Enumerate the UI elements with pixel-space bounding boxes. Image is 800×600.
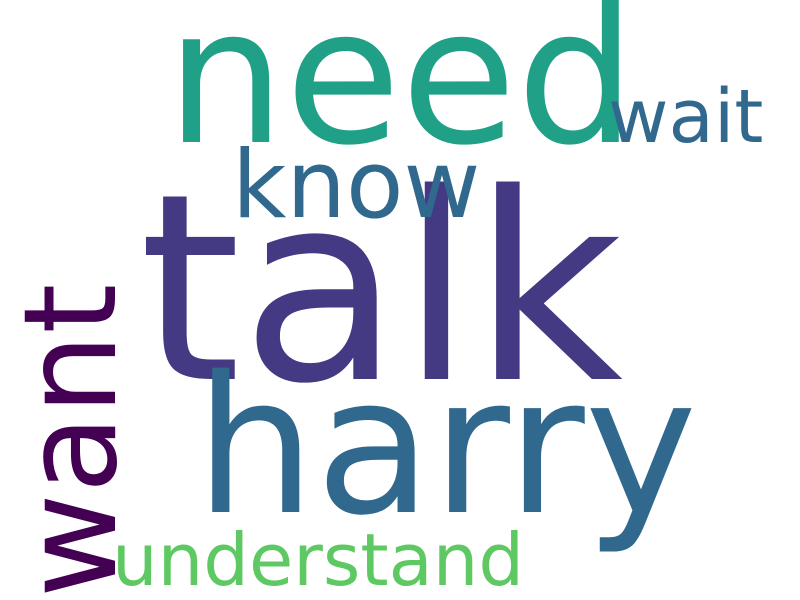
word-need: need (166, 0, 636, 187)
word-understand: understand (112, 518, 525, 600)
word-harry: harry (195, 336, 698, 557)
word-wait: wait (608, 74, 764, 160)
word-know: know (232, 131, 481, 240)
word-talk: talk (139, 139, 624, 441)
